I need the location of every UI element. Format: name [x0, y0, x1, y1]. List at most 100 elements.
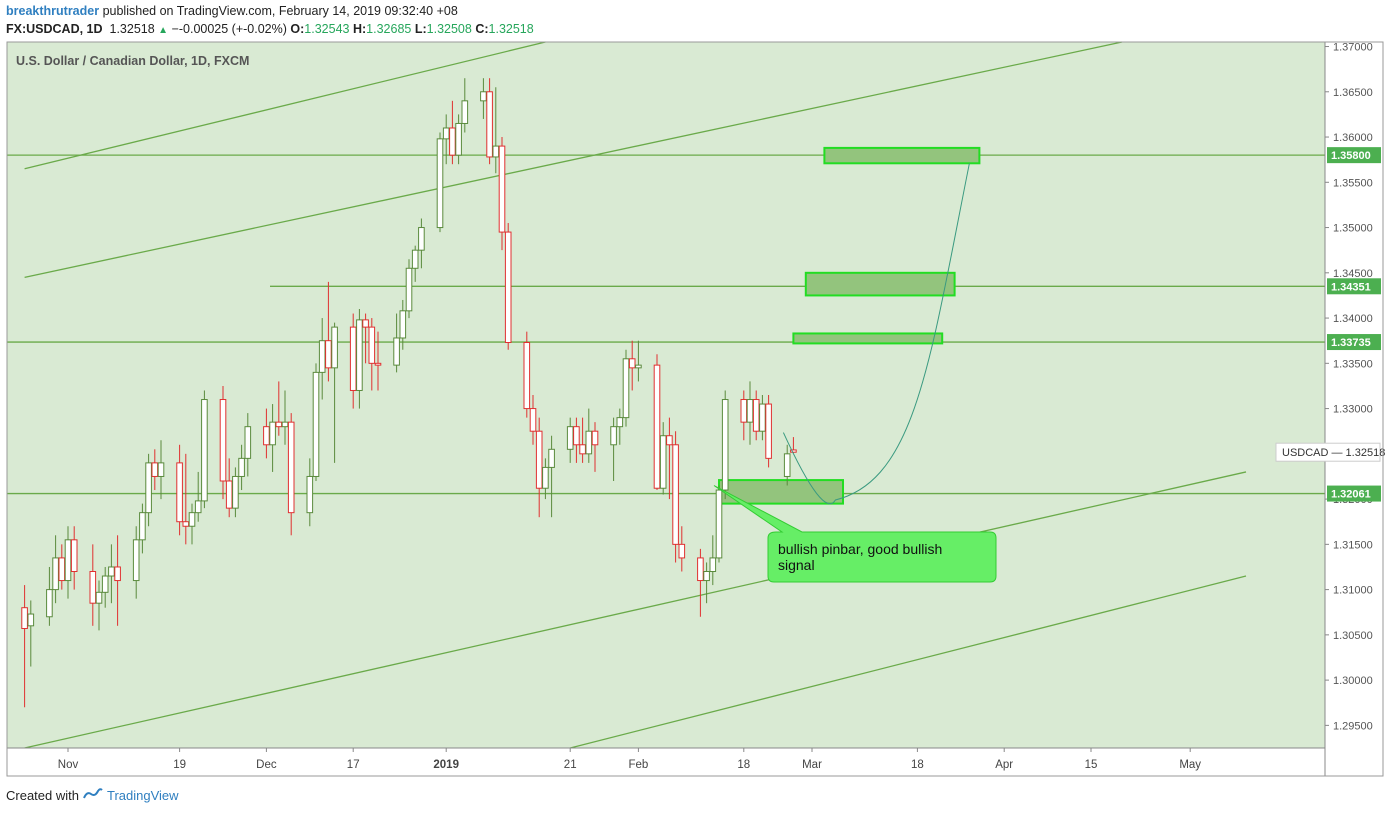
- price-axis[interactable]: [1325, 42, 1383, 776]
- target-zone-box[interactable]: [804, 271, 956, 297]
- candle-body[interactable]: [678, 543, 686, 559]
- candle-body[interactable]: [579, 444, 586, 455]
- candle-body[interactable]: [306, 475, 314, 514]
- candle-body[interactable]: [436, 138, 444, 229]
- candle-body[interactable]: [523, 342, 531, 410]
- candle-body[interactable]: [95, 591, 103, 604]
- candle-body[interactable]: [244, 426, 252, 459]
- trend-line[interactable]: [570, 575, 1247, 749]
- target-zone-box[interactable]: [823, 146, 981, 165]
- candle-body[interactable]: [504, 231, 512, 344]
- tradingview-logo-icon[interactable]: [83, 788, 103, 803]
- candle-body[interactable]: [783, 453, 791, 477]
- candle-body[interactable]: [535, 430, 543, 489]
- candle-body[interactable]: [312, 371, 320, 477]
- candle-body[interactable]: [703, 571, 710, 582]
- candle-body[interactable]: [480, 91, 487, 102]
- candle-body[interactable]: [610, 426, 617, 446]
- candle-body[interactable]: [263, 426, 270, 446]
- candle-body[interactable]: [591, 430, 599, 446]
- candle-body[interactable]: [449, 127, 456, 156]
- candle-body[interactable]: [145, 462, 152, 514]
- author-link[interactable]: breakthrutrader: [6, 4, 100, 18]
- candle-body[interactable]: [759, 403, 766, 432]
- candle-body[interactable]: [442, 127, 450, 140]
- tradingview-link[interactable]: TradingView: [106, 788, 179, 803]
- target-zone-box[interactable]: [792, 332, 944, 345]
- candle-body[interactable]: [151, 462, 159, 477]
- candle-body[interactable]: [101, 575, 109, 593]
- candle-body[interactable]: [182, 521, 190, 527]
- candle-body[interactable]: [188, 512, 196, 527]
- candle-body[interactable]: [455, 122, 462, 156]
- candle-body[interactable]: [70, 539, 78, 572]
- candle-body[interactable]: [374, 362, 382, 366]
- candle-body[interactable]: [287, 421, 295, 514]
- candle-body[interactable]: [492, 145, 500, 158]
- candle-body[interactable]: [325, 340, 332, 369]
- candle-body[interactable]: [628, 358, 636, 369]
- candle-body[interactable]: [653, 364, 661, 489]
- candle-body[interactable]: [219, 399, 227, 482]
- candle-body[interactable]: [740, 399, 748, 423]
- candle-body[interactable]: [666, 435, 673, 446]
- candle-body[interactable]: [139, 512, 146, 541]
- candle-body[interactable]: [529, 408, 537, 432]
- candle-body[interactable]: [89, 571, 97, 604]
- candle-body[interactable]: [765, 403, 772, 459]
- candle-body[interactable]: [411, 249, 419, 269]
- candle-body[interactable]: [659, 435, 667, 489]
- candle-body[interactable]: [566, 426, 574, 450]
- candle-body[interactable]: [349, 326, 357, 391]
- candle-body[interactable]: [58, 557, 66, 582]
- candle-body[interactable]: [715, 489, 723, 559]
- candle-body[interactable]: [269, 421, 276, 446]
- candle-body[interactable]: [132, 539, 140, 582]
- candle-body[interactable]: [622, 358, 630, 419]
- candle-body[interactable]: [393, 337, 400, 366]
- candle-body[interactable]: [281, 421, 289, 428]
- candle-body[interactable]: [201, 399, 208, 502]
- candle-body[interactable]: [418, 227, 425, 251]
- time-axis[interactable]: [7, 748, 1325, 776]
- candle-body[interactable]: [52, 557, 59, 591]
- trend-line[interactable]: [24, 41, 546, 170]
- candle-body[interactable]: [498, 145, 506, 233]
- trend-line[interactable]: [24, 471, 1247, 749]
- candle-body[interactable]: [194, 500, 202, 514]
- plot-background[interactable]: [7, 42, 1325, 748]
- candle-body[interactable]: [362, 319, 369, 328]
- candle-body[interactable]: [238, 457, 245, 477]
- candle-body[interactable]: [225, 480, 233, 509]
- candle-body[interactable]: [542, 466, 549, 489]
- candle-body[interactable]: [697, 557, 704, 582]
- candle-body[interactable]: [108, 566, 115, 577]
- candle-body[interactable]: [368, 326, 376, 364]
- candle-body[interactable]: [709, 557, 717, 573]
- candle-body[interactable]: [176, 462, 183, 523]
- candle-body[interactable]: [461, 100, 469, 124]
- candle-body[interactable]: [232, 475, 239, 509]
- candle-body[interactable]: [318, 340, 326, 373]
- trend-line[interactable]: [24, 41, 1123, 278]
- candle-body[interactable]: [275, 421, 283, 428]
- candle-body[interactable]: [405, 267, 413, 312]
- candle-body[interactable]: [721, 399, 729, 491]
- candle-body[interactable]: [331, 326, 338, 369]
- candle-body[interactable]: [746, 399, 754, 423]
- candle-body[interactable]: [21, 607, 28, 630]
- candle-body[interactable]: [585, 430, 593, 455]
- candle-body[interactable]: [27, 613, 35, 627]
- candle-body[interactable]: [64, 539, 72, 582]
- candle-body[interactable]: [752, 399, 760, 432]
- candle-body[interactable]: [573, 426, 580, 446]
- candle-body[interactable]: [399, 310, 407, 339]
- candle-body[interactable]: [548, 448, 555, 468]
- candle-body[interactable]: [356, 319, 363, 391]
- candle-body[interactable]: [790, 449, 797, 453]
- candle-body[interactable]: [486, 91, 493, 158]
- candle-body[interactable]: [635, 364, 642, 369]
- candle-body[interactable]: [114, 566, 121, 582]
- candle-body[interactable]: [157, 462, 165, 477]
